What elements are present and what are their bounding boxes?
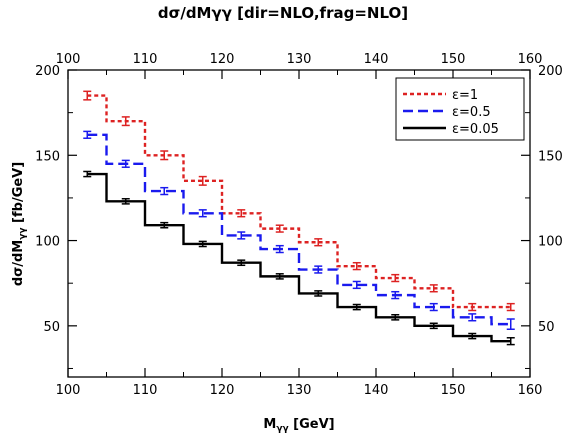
x-tick-label-top: 140 (364, 52, 389, 67)
legend-label: ε=0.05 (452, 122, 499, 137)
y-tick-label-left: 150 (35, 149, 60, 164)
y-tick-label-right: 200 (538, 64, 563, 79)
error-bar (352, 261, 361, 271)
x-tick-label-bottom: 110 (133, 383, 158, 398)
error-bar (160, 221, 169, 229)
error-bar (506, 302, 515, 312)
error-bar (429, 322, 438, 330)
x-tick-label-bottom: 160 (518, 383, 543, 398)
x-axis-label-sub: γγ (276, 424, 288, 434)
error-bar (237, 209, 246, 218)
error-bar (391, 290, 400, 300)
series-line (87, 172, 511, 343)
x-tick-label-top: 120 (210, 52, 235, 67)
error-bar (83, 90, 92, 101)
error-bar (160, 150, 169, 161)
x-axis-label: Mγγ [GeV] (263, 417, 334, 434)
legend-box (395, 77, 525, 141)
y-tick-label-right: 150 (538, 149, 563, 164)
error-bar (429, 284, 438, 293)
error-bar (391, 273, 400, 283)
error-bar (352, 280, 361, 290)
axis-ticks: 100 100 110 110 120 120 130 130 140 140 150 150 160 1… (35, 52, 563, 398)
series-line (87, 133, 511, 326)
x-tick-label-top: 130 (287, 52, 312, 67)
error-bar (83, 130, 92, 139)
error-bar (506, 318, 515, 330)
x-axis-label-main: M (263, 417, 276, 432)
error-bar (198, 209, 207, 218)
error-bar (275, 244, 284, 254)
series-line (87, 94, 511, 309)
error-bar (83, 170, 92, 178)
error-bar (160, 186, 169, 196)
error-bar (352, 303, 361, 311)
series-2 (83, 130, 515, 330)
x-tick-label-top: 160 (518, 52, 543, 67)
error-bar (198, 175, 207, 186)
error-bar (237, 259, 246, 267)
error-bar (391, 313, 400, 321)
y-axis-label-tail: [fb/GeV] (11, 162, 26, 228)
error-bar (275, 273, 284, 280)
error-bar (237, 231, 246, 240)
x-tick-label-top: 100 (56, 52, 81, 67)
error-bar (429, 302, 438, 312)
x-axis-label-tail: [GeV] (289, 417, 335, 432)
y-tick-label-right: 100 (538, 235, 563, 250)
y-tick-label-left: 100 (35, 235, 60, 250)
x-tick-label-bottom: 150 (441, 383, 466, 398)
x-tick-label-top: 110 (133, 52, 158, 67)
x-tick-label-top: 150 (441, 52, 466, 67)
series-3 (83, 170, 515, 346)
chart-title: dσ/dMγγ [dir=NLO,frag=NLO] (158, 4, 408, 22)
series-1 (83, 90, 515, 312)
error-bar (198, 240, 207, 248)
error-bar (468, 302, 477, 312)
error-bar (121, 159, 130, 168)
y-tick-label-left: 50 (43, 320, 60, 335)
error-bar (468, 332, 477, 340)
error-bar (468, 313, 477, 322)
y-tick-label-right: 50 (538, 320, 555, 335)
legend-label: ε=0.5 (452, 105, 491, 120)
error-bar (314, 238, 323, 247)
error-bar (121, 198, 130, 205)
legend-items: ε=1 ε=0.5 ε=0.05 (403, 88, 499, 137)
series-layer (83, 90, 515, 346)
error-bar (314, 290, 323, 297)
x-tick-label-bottom: 120 (210, 383, 235, 398)
error-bar (506, 337, 515, 346)
legend: ε=1 ε=0.5 ε=0.05 (395, 77, 525, 141)
x-tick-label-bottom: 100 (56, 383, 81, 398)
error-bar (275, 224, 284, 233)
x-tick-label-bottom: 130 (287, 383, 312, 398)
y-axis-label-main: dσ/dM (11, 240, 26, 286)
y-axis-label-sub: γγ (18, 227, 28, 239)
error-bar (314, 265, 323, 274)
x-tick-label-bottom: 140 (364, 383, 389, 398)
error-bar (121, 116, 130, 127)
legend-label: ε=1 (452, 88, 478, 103)
y-axis-label: dσ/dMγγ [fb/GeV] (11, 162, 28, 286)
y-tick-label-left: 200 (35, 64, 60, 79)
